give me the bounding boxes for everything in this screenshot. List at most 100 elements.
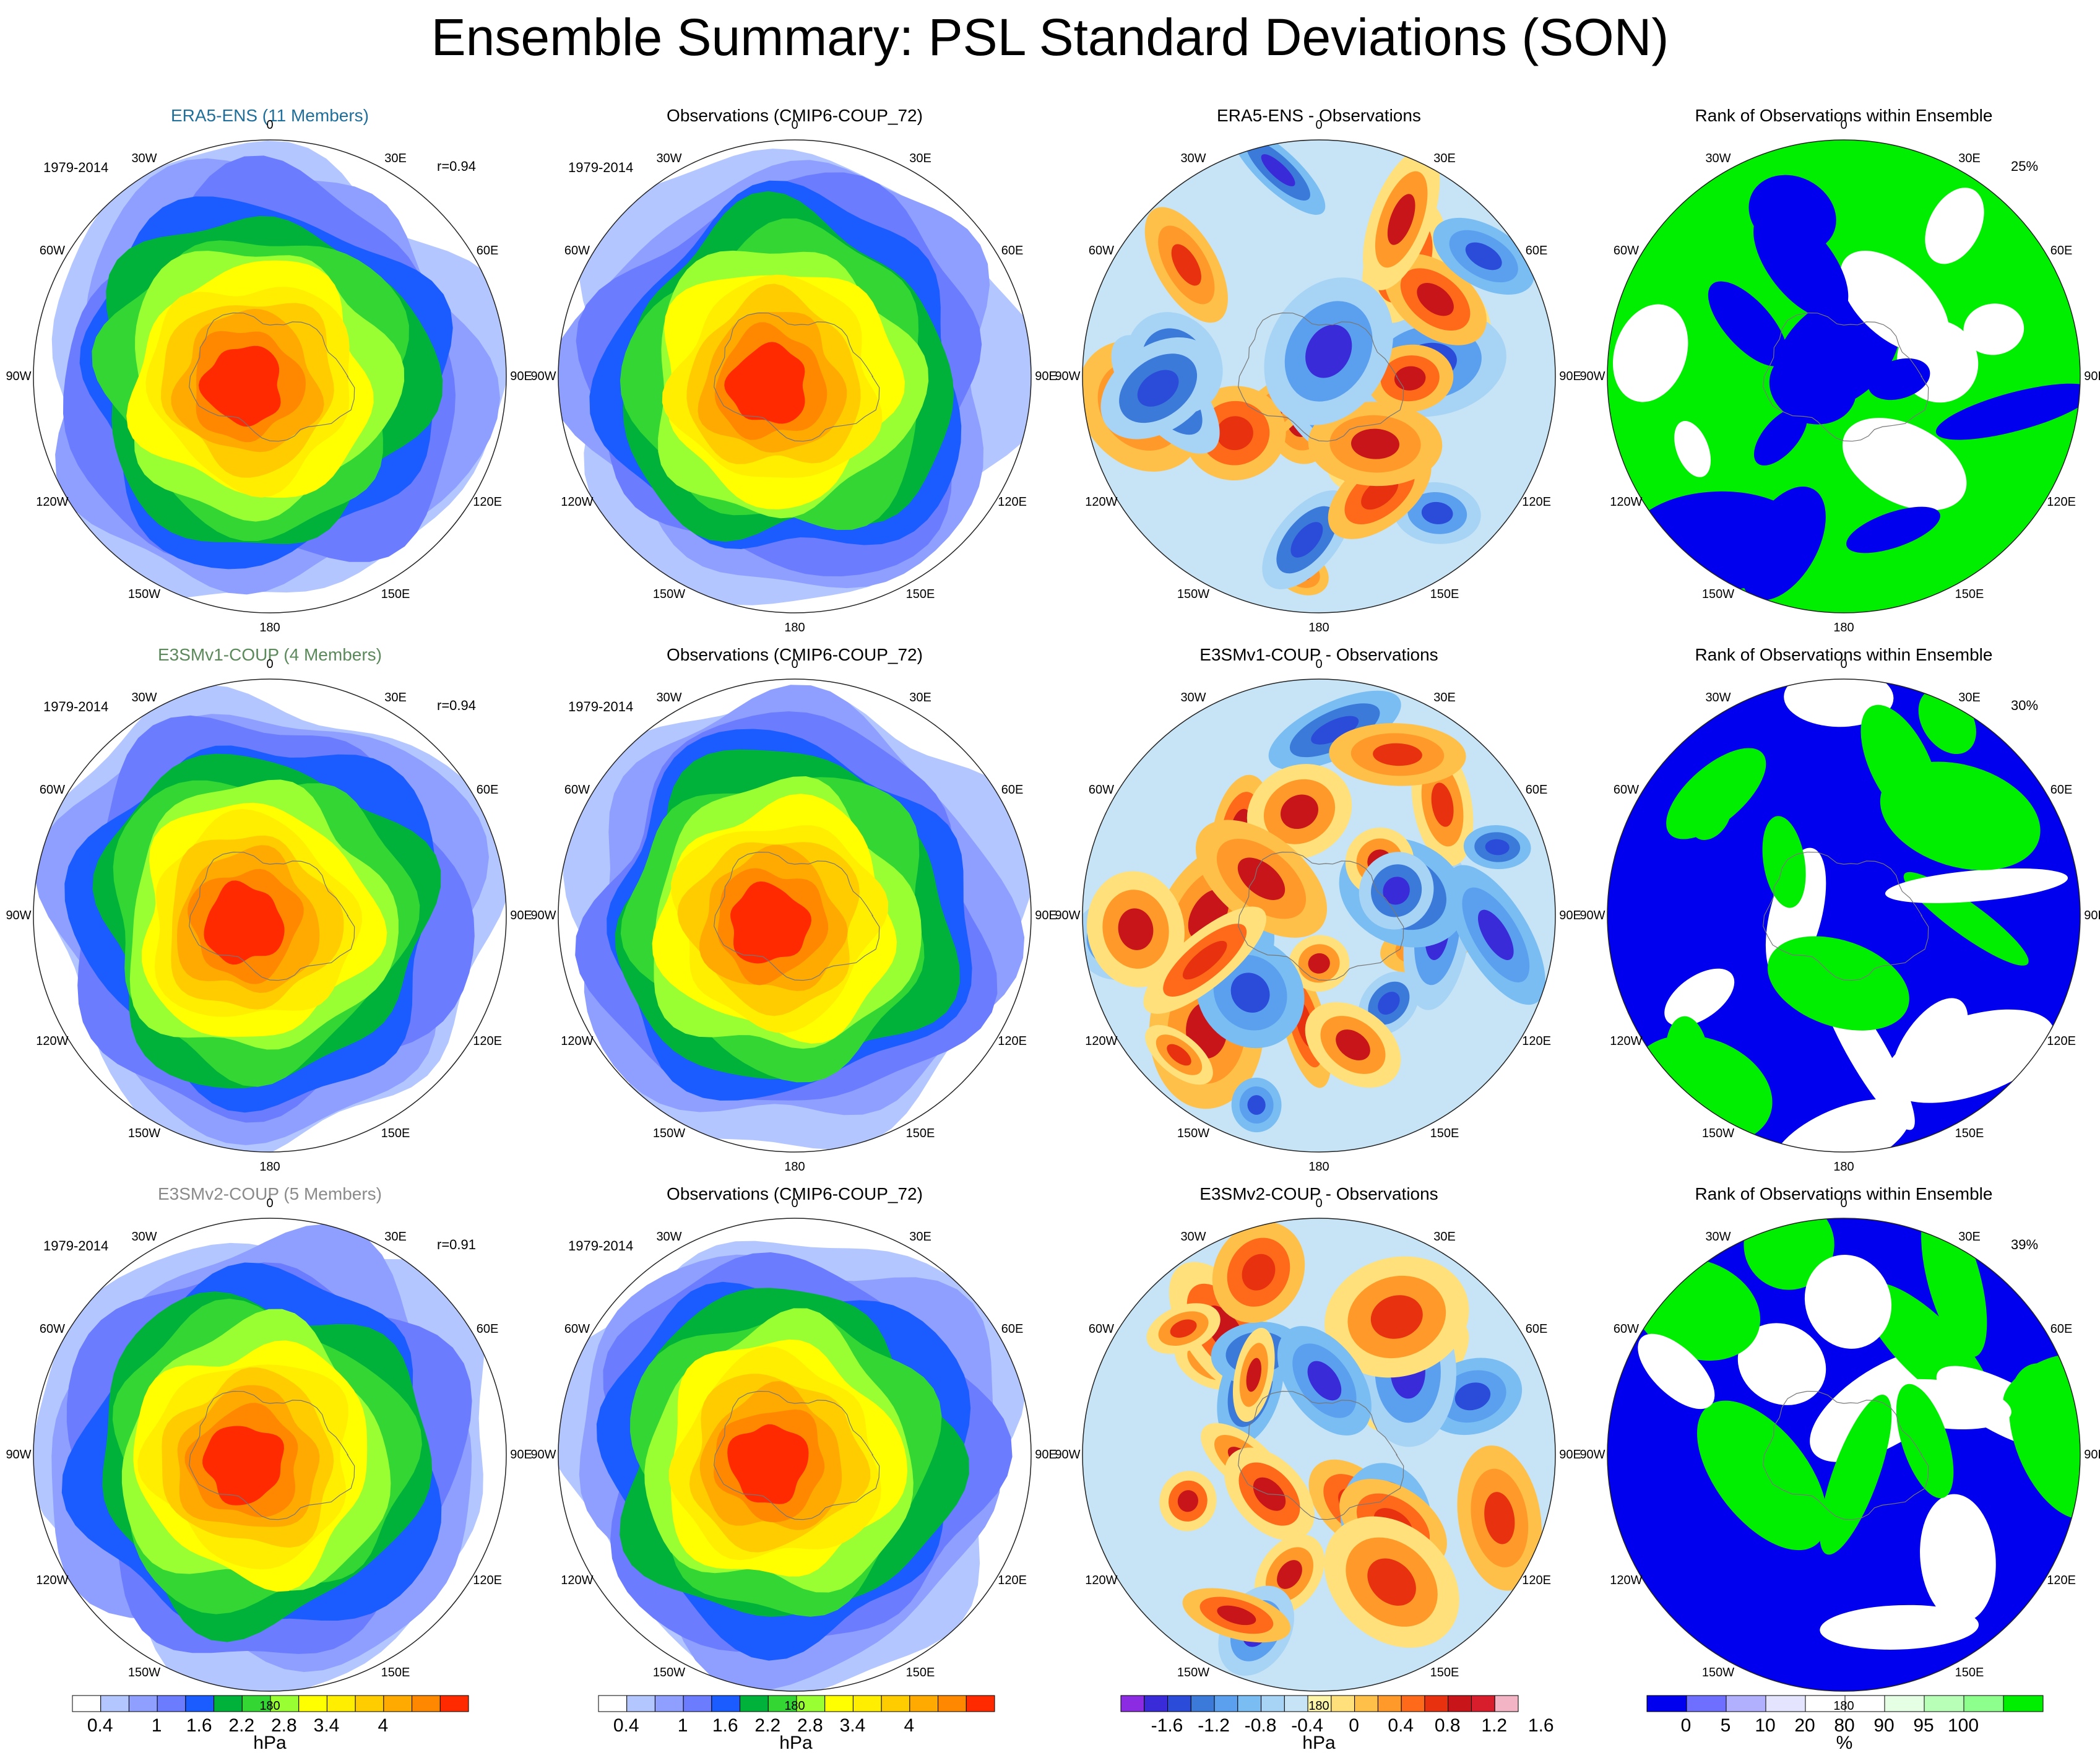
longitude-label: 90W xyxy=(6,370,32,383)
map-fill xyxy=(1607,140,2080,613)
longitude-label: 0 xyxy=(791,1197,798,1210)
longitude-label: 60W xyxy=(1088,1322,1114,1336)
longitude-label: 30W xyxy=(1180,1230,1206,1244)
anomaly-blob xyxy=(1370,1295,1423,1339)
percent-label: 30% xyxy=(2011,698,2039,713)
colorbar-swatch xyxy=(383,1695,413,1712)
colorbar-swatch xyxy=(909,1695,939,1712)
colorbar-swatch xyxy=(185,1695,215,1712)
longitude-label: 90E xyxy=(2084,909,2100,922)
longitude-label: 120W xyxy=(561,1574,594,1587)
anomaly-blob xyxy=(1246,1358,1262,1392)
rank-region xyxy=(1772,1099,1911,1152)
longitude-label: 90E xyxy=(1035,370,1057,383)
panel-title: Observations (CMIP6-COUP_72) xyxy=(667,1184,923,1203)
longitude-label: 60W xyxy=(1613,783,1639,797)
colorbar-swatch xyxy=(1963,1695,2004,1712)
colorbar-swatch xyxy=(683,1695,712,1712)
contour-band xyxy=(204,880,285,965)
colorbar-swatch xyxy=(796,1695,826,1712)
colorbar-tick-label: 1.2 xyxy=(1481,1715,1508,1736)
colorbar-swatch xyxy=(1765,1695,1806,1712)
longitude-label: 0 xyxy=(1840,1197,1847,1210)
colorbar-swatch xyxy=(1120,1695,1145,1712)
rank-region xyxy=(1846,506,1940,553)
longitude-label: 60E xyxy=(1525,783,1548,797)
antarctica-outline xyxy=(714,312,880,442)
longitude-label: 30W xyxy=(656,152,682,166)
colorbar-tick-label: 2.2 xyxy=(228,1715,255,1736)
colorbar-tick-label: 0 xyxy=(1349,1715,1359,1736)
rank-region xyxy=(1664,968,1735,1026)
polar-map xyxy=(558,1218,1032,1692)
longitude-label: 60E xyxy=(2050,783,2073,797)
map-fill xyxy=(558,1241,1026,1691)
longitude-label: 150E xyxy=(381,1126,410,1140)
rank-region xyxy=(1885,868,2068,903)
longitude-label: 30E xyxy=(909,1230,931,1244)
colorbar-tick-label: 95 xyxy=(1913,1715,1934,1736)
colorbar-swatch xyxy=(881,1695,910,1712)
anomaly-blob xyxy=(1237,857,1285,900)
longitude-label: 30E xyxy=(1433,1230,1456,1244)
panel-title: E3SMv2-COUP - Observations xyxy=(1199,1184,1438,1203)
anomaly-blob xyxy=(1454,1382,1491,1411)
longitude-label: 0 xyxy=(791,118,798,132)
colorbar-swatch xyxy=(824,1695,853,1712)
antarctica-outline xyxy=(714,851,880,981)
longitude-label: 120E xyxy=(998,495,1027,509)
contour-band xyxy=(724,342,805,424)
rank-region xyxy=(1804,1254,1892,1349)
colorbar-swatch xyxy=(2003,1695,2044,1712)
longitude-label: 30W xyxy=(1705,691,1731,705)
anomaly-blob xyxy=(1378,992,1400,1015)
rank-region xyxy=(1666,748,1766,839)
longitude-label: 120E xyxy=(2047,1034,2076,1048)
longitude-label: 120W xyxy=(1085,1574,1118,1587)
longitude-label: 150W xyxy=(652,1665,686,1679)
colorbar-swatch xyxy=(626,1695,655,1712)
panel-title: ERA5-ENS (11 Members) xyxy=(170,106,369,125)
longitude-label: 120E xyxy=(1522,1574,1551,1587)
colorbar-diff xyxy=(1120,1695,1519,1712)
colorbar-swatch xyxy=(938,1695,967,1712)
longitude-label: 30E xyxy=(1433,691,1456,705)
longitude-label: 150E xyxy=(381,587,410,601)
colorbar-swatch xyxy=(1844,1695,1885,1712)
colorbar-tick-label: -0.8 xyxy=(1244,1715,1277,1736)
longitude-label: 180 xyxy=(259,1160,280,1174)
longitude-label: 150W xyxy=(652,1126,686,1140)
rank-region xyxy=(1820,1605,1979,1650)
map-boundary xyxy=(1082,1218,1556,1692)
longitude-label: 30E xyxy=(1958,152,1981,166)
longitude-label: 30W xyxy=(1180,152,1206,166)
antarctica-outline xyxy=(714,1390,880,1520)
panel-title: ERA5-ENS - Observations xyxy=(1217,106,1421,125)
longitude-label: 150E xyxy=(1430,1126,1459,1140)
colorbar-swatch xyxy=(1307,1695,1332,1712)
colorbar-tick-label: 100 xyxy=(1947,1715,1979,1736)
longitude-label: 120E xyxy=(1522,495,1551,509)
colorbar-unit: % xyxy=(1836,1733,1853,1753)
longitude-label: 120E xyxy=(473,1034,502,1048)
longitude-label: 180 xyxy=(784,621,805,635)
colorbar-swatch xyxy=(128,1695,158,1712)
antarctica-outline xyxy=(1763,312,1929,442)
longitude-label: 90W xyxy=(1579,370,1605,383)
longitude-label: 30E xyxy=(384,152,407,166)
anomaly-blob xyxy=(1351,428,1399,459)
colorbar-swatch xyxy=(72,1695,102,1712)
colorbar-tick-label: 1.6 xyxy=(712,1715,738,1736)
longitude-label: 120E xyxy=(998,1574,1027,1587)
colorbar-unit: hPa xyxy=(1302,1733,1336,1753)
period-label: 1979-2014 xyxy=(43,1238,109,1254)
anomaly-blob xyxy=(1484,1492,1515,1544)
longitude-label: 0 xyxy=(1840,657,1847,671)
anomaly-blob xyxy=(1308,953,1330,974)
colorbar-swatch xyxy=(966,1695,995,1712)
colorbar-tick-label: 4 xyxy=(904,1715,915,1736)
colorbar-std xyxy=(598,1695,995,1712)
colorbar-tick-label: -1.2 xyxy=(1198,1715,1230,1736)
longitude-label: 120W xyxy=(1085,495,1118,509)
anomaly-blob xyxy=(1217,1605,1256,1626)
